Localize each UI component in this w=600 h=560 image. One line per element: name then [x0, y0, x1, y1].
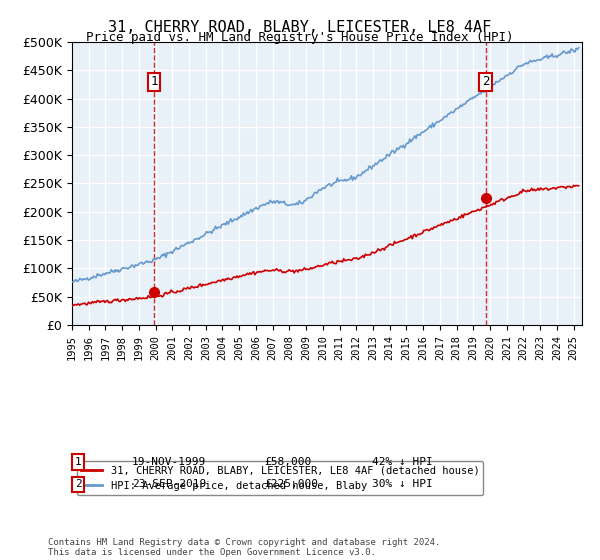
Text: £58,000: £58,000 [264, 457, 311, 467]
Text: 42% ↓ HPI: 42% ↓ HPI [372, 457, 433, 467]
Text: 30% ↓ HPI: 30% ↓ HPI [372, 479, 433, 489]
Text: Contains HM Land Registry data © Crown copyright and database right 2024.
This d: Contains HM Land Registry data © Crown c… [48, 538, 440, 557]
Text: 2: 2 [74, 479, 82, 489]
Text: Price paid vs. HM Land Registry's House Price Index (HPI): Price paid vs. HM Land Registry's House … [86, 31, 514, 44]
Text: 1: 1 [150, 75, 158, 88]
Text: 2: 2 [482, 75, 489, 88]
Text: £225,000: £225,000 [264, 479, 318, 489]
Text: 23-SEP-2019: 23-SEP-2019 [132, 479, 206, 489]
Text: 31, CHERRY ROAD, BLABY, LEICESTER, LE8 4AF: 31, CHERRY ROAD, BLABY, LEICESTER, LE8 4… [109, 20, 491, 35]
Text: 1: 1 [74, 457, 82, 467]
Text: 19-NOV-1999: 19-NOV-1999 [132, 457, 206, 467]
Legend: 31, CHERRY ROAD, BLABY, LEICESTER, LE8 4AF (detached house), HPI: Average price,: 31, CHERRY ROAD, BLABY, LEICESTER, LE8 4… [77, 461, 484, 495]
